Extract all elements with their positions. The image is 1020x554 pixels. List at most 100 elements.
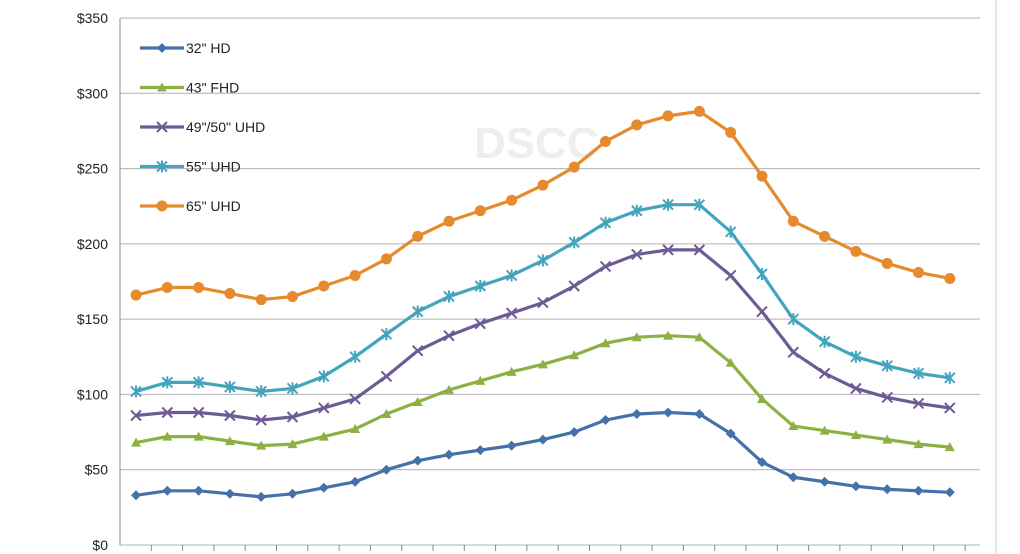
data-point [694, 332, 705, 342]
data-point [286, 411, 299, 423]
data-point [787, 215, 799, 227]
data-point [850, 350, 862, 363]
data-point [255, 414, 267, 426]
data-point [161, 282, 173, 294]
data-point [724, 269, 737, 282]
grid-lines [120, 17, 980, 546]
data-point [819, 476, 830, 487]
data-point [788, 472, 799, 483]
data-point [411, 345, 424, 357]
legend-label: 65" UHD [186, 198, 241, 214]
data-point [850, 430, 861, 440]
data-point [694, 409, 705, 420]
y-tick-label: $350 [77, 10, 108, 26]
data-point [505, 307, 518, 319]
data-point [131, 437, 141, 447]
data-point [162, 485, 173, 496]
data-point [569, 350, 580, 360]
legend-entry: 43" FHD [140, 80, 239, 96]
legend-entry: 55" UHD [140, 159, 241, 175]
data-point [631, 248, 643, 261]
data-point [475, 445, 486, 456]
data-point [944, 371, 956, 384]
data-point [349, 393, 361, 405]
data-point [318, 482, 329, 493]
data-point [693, 105, 705, 117]
data-point [193, 431, 204, 441]
data-point [474, 317, 487, 330]
data-point [756, 305, 768, 318]
data-point [944, 442, 955, 452]
y-tick-label: $300 [77, 85, 108, 101]
data-point [725, 357, 736, 367]
data-point [224, 436, 235, 446]
data-point [662, 244, 674, 256]
data-point [568, 280, 580, 292]
y-tick-label: $150 [77, 311, 108, 327]
watermark-text: DSCC [474, 119, 599, 168]
data-point [506, 440, 517, 451]
legend-entry: 49"/50" UHD [140, 119, 265, 135]
data-point [725, 126, 737, 138]
data-point [850, 481, 861, 492]
data-point [787, 346, 800, 358]
data-point [913, 485, 924, 496]
data-point [537, 254, 549, 267]
legend-label: 55" UHD [186, 159, 241, 175]
data-point [411, 305, 424, 318]
data-point [130, 385, 142, 398]
data-point [162, 431, 173, 441]
data-point [693, 244, 706, 256]
data-point [881, 359, 893, 372]
data-point [412, 455, 423, 466]
data-point [350, 424, 361, 434]
data-point [381, 464, 392, 475]
data-point [787, 313, 800, 326]
y-tick-label: $50 [85, 462, 109, 478]
data-point [882, 484, 893, 495]
data-point [662, 110, 674, 122]
legend-entry: 65" UHD [140, 198, 241, 214]
series-2 [131, 330, 955, 452]
data-point [631, 204, 643, 217]
data-point [224, 288, 236, 300]
data-point [663, 407, 674, 418]
data-point [850, 382, 862, 395]
data-point [913, 439, 924, 449]
data-point [881, 257, 893, 269]
data-point [192, 406, 205, 419]
data-point [818, 335, 831, 348]
data-point [912, 397, 925, 410]
data-point [318, 280, 330, 292]
data-point [318, 431, 329, 441]
data-point [130, 409, 142, 422]
data-point [224, 488, 235, 499]
y-tick-label: $100 [77, 386, 108, 402]
data-point [287, 291, 298, 303]
data-point [349, 350, 361, 363]
data-point [474, 280, 487, 293]
data-point [850, 245, 862, 257]
data-point [506, 194, 518, 206]
data-point [944, 402, 956, 414]
legend-marker [156, 200, 168, 212]
data-point [757, 393, 767, 403]
legend-label: 49"/50" UHD [186, 119, 265, 135]
data-point [130, 289, 142, 301]
series-line [135, 410, 950, 499]
data-point [944, 272, 956, 284]
data-point [443, 290, 455, 303]
data-point [537, 296, 549, 309]
series-3 [130, 244, 956, 426]
data-point [819, 425, 830, 435]
data-point [693, 198, 706, 211]
data-point [286, 382, 299, 395]
legend-entry: 32" HD [140, 40, 231, 56]
legend-marker [156, 121, 168, 133]
data-point [318, 370, 330, 383]
data-point [287, 488, 298, 499]
data-point [193, 282, 205, 294]
data-point [600, 415, 611, 426]
data-point [318, 402, 330, 414]
